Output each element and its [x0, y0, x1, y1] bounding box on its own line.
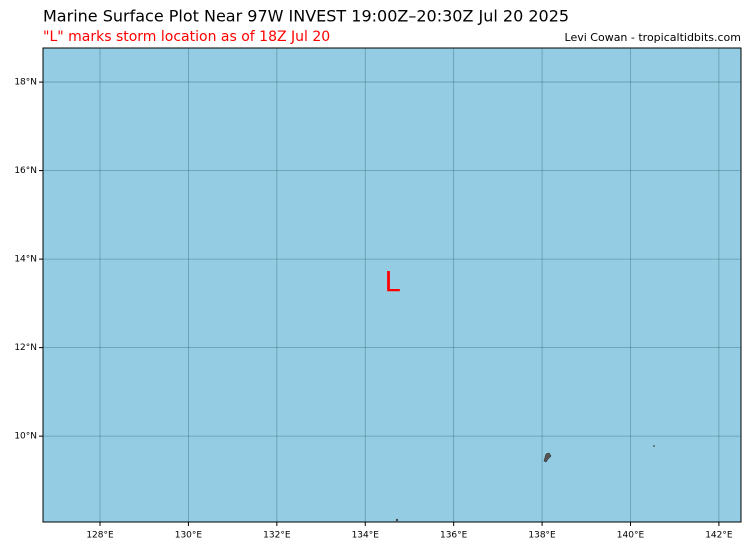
map-subtitle: "L" marks storm location as of 18Z Jul 2…	[43, 29, 330, 45]
x-tick-label: 128°E	[86, 531, 114, 541]
map-plot: 128°E 130°E 132°E 134°E 136°E 138°E 140°E 142°E…	[14, 47, 742, 541]
y-tick-label: 10°N	[14, 432, 37, 442]
x-tick-label: 136°E	[440, 531, 468, 541]
plot-frame	[42, 47, 742, 523]
y-tick-label: 14°N	[14, 255, 37, 265]
x-tick-label: 142°E	[705, 531, 733, 541]
y-tick-label: 12°N	[14, 343, 37, 353]
y-tick-label: 18°N	[14, 78, 37, 88]
storm-marker: L	[384, 265, 400, 298]
island	[395, 518, 399, 522]
ocean	[43, 48, 741, 522]
credit: Levi Cowan - tropicaltidbits.com	[565, 31, 741, 44]
x-tick-label: 138°E	[528, 531, 556, 541]
x-tick-label: 130°E	[175, 531, 203, 541]
x-tick-label: 140°E	[617, 531, 645, 541]
island	[653, 445, 655, 447]
map-title: Marine Surface Plot Near 97W INVEST 19:0…	[43, 7, 569, 26]
y-tick-label: 16°N	[14, 166, 37, 176]
x-tick-label: 132°E	[263, 531, 291, 541]
x-tick-label: 134°E	[352, 531, 380, 541]
island	[543, 452, 552, 463]
